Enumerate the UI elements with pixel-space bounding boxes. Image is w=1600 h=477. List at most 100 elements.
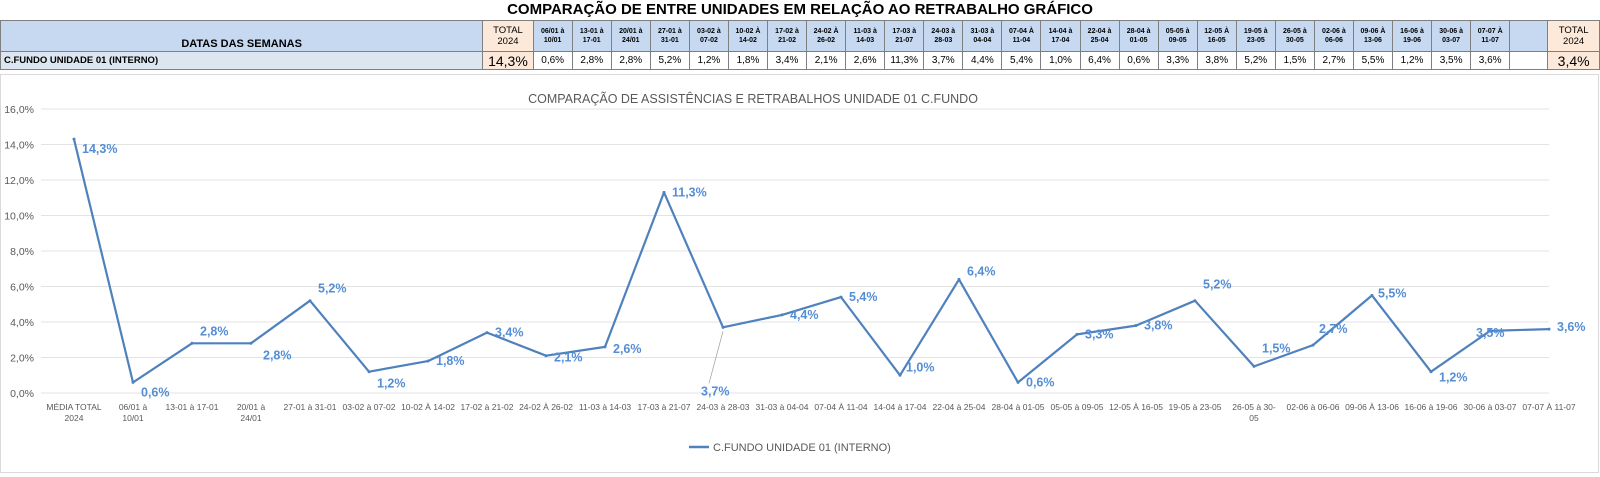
y-tick-label: 16,0% — [4, 104, 34, 116]
week-value: 3,5% — [1431, 51, 1472, 70]
y-tick-label: 6,0% — [10, 282, 34, 294]
data-point — [485, 331, 489, 335]
x-tick-label: 19-05 à 23-05 — [1169, 402, 1222, 412]
y-tick-label: 12,0% — [4, 175, 34, 187]
week-header-line: 21-07 — [895, 37, 914, 44]
total-value-right-line: 3,4% — [1557, 52, 1590, 69]
week-header: 11-03 à 14-03 — [845, 20, 886, 52]
x-tick-label: 11-03 à 14-03 — [579, 402, 632, 412]
x-tick-label: 20/01 à — [237, 402, 266, 412]
week-value: 5,4% — [1001, 51, 1042, 70]
week-header: 02-06 à 06-06 — [1313, 20, 1354, 52]
data-label: 3,5% — [1476, 326, 1505, 340]
week-header-line: 09-05 — [1168, 37, 1187, 44]
data-label: 2,1% — [554, 351, 583, 365]
week-header-line: 06/01 à — [540, 28, 565, 35]
week-value: 2,8% — [610, 51, 651, 70]
week-header-line: 17-04 — [1051, 37, 1070, 44]
week-header: 16-06 à 19-06 — [1392, 20, 1433, 52]
week-value: 2,7% — [1313, 51, 1354, 70]
week-header: 27-01 à 31-01 — [649, 20, 690, 52]
week-header: 17-02 à 21-02 — [767, 20, 808, 52]
week-value-line: 1,8% — [736, 55, 760, 66]
week-value-line: 0,6% — [1127, 55, 1150, 66]
data-point — [1016, 380, 1020, 384]
data-label: 2,8% — [263, 348, 292, 362]
y-tick-label: 4,0% — [10, 317, 34, 329]
week-header-line: 14-04 à — [1048, 28, 1073, 35]
week-header-line: 30-05 — [1285, 37, 1304, 44]
week-value-line: 2,8% — [580, 55, 604, 66]
data-point — [721, 325, 725, 329]
x-tick-label: 31-03 à 04-04 — [756, 402, 809, 412]
table-row: C.FUNDO UNIDADE 01 (INTERNO) 14,3% 0,6% 2,8… — [0, 51, 1600, 70]
data-label: 3,8% — [1144, 319, 1173, 333]
total-value-right: 3,4% — [1547, 51, 1600, 70]
data-point — [839, 295, 843, 299]
week-value-line: 2,6% — [853, 55, 877, 66]
week-header: 22-04 à 25-04 — [1079, 20, 1120, 52]
week-header-line: 12-05 À — [1204, 28, 1230, 35]
week-header: 24-03 à 28-03 — [923, 20, 964, 52]
week-value-line: 3,8% — [1205, 55, 1229, 66]
x-tick-label: 09-06 À 13-06 — [1345, 402, 1399, 412]
week-header-line: 03-07 — [1442, 37, 1461, 44]
week-value: 3,7% — [923, 51, 964, 70]
week-value: 1,2% — [688, 51, 729, 70]
week-header-line: 04-04 — [973, 37, 992, 44]
week-value-line: 6,4% — [1088, 55, 1111, 66]
x-tick-label: 2024 — [65, 413, 84, 423]
data-point — [1252, 364, 1256, 368]
row-header-label-line: DATAS DAS SEMANAS — [181, 38, 302, 50]
week-header: 07-07 À 11-07 — [1470, 20, 1511, 52]
week-header-line: 20/01 à — [619, 28, 643, 35]
data-label: 2,7% — [1319, 322, 1348, 336]
week-value: 1,8% — [727, 51, 769, 70]
week-value-line: 2,7% — [1322, 55, 1346, 66]
data-label: 14,3% — [82, 142, 117, 156]
week-value: 6,4% — [1079, 51, 1120, 70]
week-header-line: 19-06 — [1403, 37, 1421, 44]
data-point — [249, 341, 253, 345]
week-header-line: 16-06 à — [1400, 28, 1424, 35]
week-header-line: 07-07 À — [1477, 28, 1503, 35]
week-header-line: 07-04 À — [1008, 28, 1034, 35]
week-value: 5,2% — [1235, 51, 1276, 70]
data-point — [1370, 293, 1374, 297]
x-tick-label: 05 — [1249, 413, 1259, 423]
week-header-line: 02-06 à — [1322, 28, 1346, 35]
data-point — [957, 277, 961, 281]
week-value-line: 5,2% — [1244, 55, 1268, 66]
data-point — [662, 190, 666, 194]
data-label: 1,0% — [906, 360, 935, 374]
week-header-line: 22-04 à — [1087, 28, 1112, 35]
data-point — [131, 380, 135, 384]
week-header: 30-06 à 03-07 — [1431, 20, 1472, 52]
y-tick-label: 8,0% — [10, 246, 34, 258]
week-header-line: 26-02 — [817, 37, 836, 44]
total-header-left-line: TOTAL — [493, 25, 523, 36]
row-label-line: C.FUNDO UNIDADE 01 (INTERNO) — [4, 55, 159, 66]
week-header: 13-01 à 17-01 — [571, 20, 612, 52]
week-value: 0,6% — [1118, 51, 1159, 70]
week-header-line: 03-02 à — [697, 28, 721, 35]
week-header-line: 25-04 — [1090, 37, 1109, 44]
week-header-line: 11-07 — [1481, 37, 1499, 44]
data-label: 0,6% — [1026, 375, 1055, 389]
week-header-line: 28-04 à — [1126, 28, 1151, 35]
week-header-line: 07-02 — [699, 37, 718, 44]
x-tick-label: 14-04 à 17-04 — [874, 402, 927, 412]
data-label: 1,2% — [1439, 371, 1468, 385]
line-chart: COMPARAÇÃO DE ASSISTÊNCIAS E RETRABALHOS… — [4, 91, 1585, 454]
week-header: 05-05 à 09-05 — [1157, 20, 1198, 52]
week-header-line: 01-05 — [1129, 37, 1148, 44]
week-value-line: 3,7% — [931, 55, 955, 66]
week-header-line: 31-01 — [660, 37, 679, 44]
week-header: 19-05 à 23-05 — [1235, 20, 1276, 52]
y-tick-label: 2,0% — [10, 353, 34, 365]
data-point — [1193, 299, 1197, 303]
week-value: 5,5% — [1352, 51, 1394, 70]
week-header-line: 21-02 — [778, 37, 796, 44]
x-tick-label: 13-01 à 17-01 — [166, 402, 219, 412]
week-header-line: 24-02 À — [813, 28, 839, 35]
